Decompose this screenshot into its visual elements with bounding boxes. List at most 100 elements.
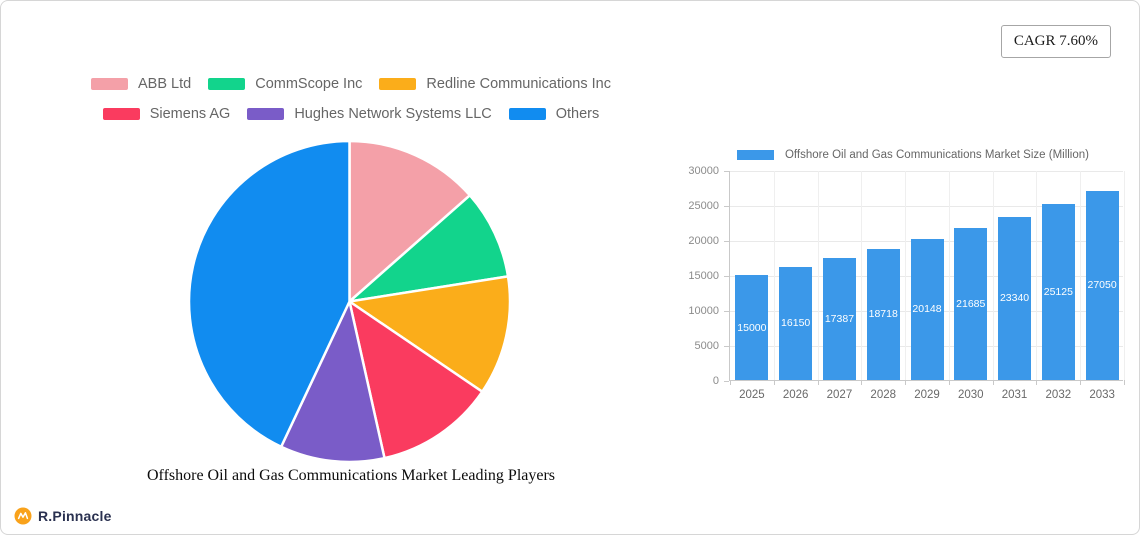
- x-axis-label: 2029: [914, 389, 940, 401]
- gridline: [861, 171, 863, 380]
- legend-label: Siemens AG: [149, 106, 231, 122]
- y-axis-tick: [724, 241, 729, 242]
- legend-item-others[interactable]: Others: [508, 106, 600, 122]
- bar-plot-area: 0 5000 10000 15000 20000 25000 30000 15000 2025 1…: [688, 165, 1125, 401]
- bar-2031[interactable]: 23340: [998, 216, 1032, 380]
- y-axis-label: 30000: [688, 165, 719, 177]
- legend-label: CommScope Inc: [255, 76, 363, 92]
- x-axis-tick: [948, 380, 950, 385]
- y-axis-label: 15000: [688, 270, 719, 282]
- bar-2029[interactable]: 20148: [910, 238, 944, 380]
- x-axis-tick: [905, 380, 907, 385]
- pie-slice-hughes-network-systems-llc[interactable]: [279, 300, 386, 464]
- legend-item-commscope-inc[interactable]: CommScope Inc: [208, 76, 362, 92]
- legend-swatch: [102, 108, 140, 120]
- x-axis-label: 2032: [1045, 389, 1072, 401]
- gridline: [1036, 171, 1038, 380]
- bar-value-label: 18718: [868, 308, 898, 321]
- bar-legend-label: Offshore Oil and Gas Communications Mark…: [784, 149, 1089, 161]
- legend-swatch: [379, 78, 417, 90]
- legend-swatch: [247, 108, 285, 120]
- brand-logo: R.Pinnacle: [14, 507, 112, 525]
- x-axis-tick: [1080, 380, 1082, 385]
- bar-value-label: 27050: [1087, 279, 1117, 292]
- x-axis-tick: [1124, 380, 1125, 385]
- bar-value-label: 15000: [737, 321, 767, 334]
- y-axis-label: 10000: [688, 305, 719, 317]
- pie-chart-title: Offshore Oil and Gas Communications Mark…: [146, 467, 556, 484]
- legend-label: Hughes Network Systems LLC: [294, 106, 492, 122]
- x-axis-label: 2025: [739, 389, 765, 401]
- x-axis-tick: [992, 380, 994, 385]
- x-axis-tick: [730, 380, 731, 385]
- bar-2025[interactable]: 15000: [735, 275, 769, 380]
- bar-value-label: 23340: [999, 292, 1030, 305]
- y-axis-label: 5000: [694, 340, 719, 352]
- x-axis-tick: [861, 380, 863, 385]
- legend-item-abb-ltd[interactable]: ABB Ltd: [91, 76, 191, 92]
- cagr-badge: CAGR 7.60%: [1000, 25, 1111, 58]
- bar-2033[interactable]: 27050: [1085, 190, 1119, 380]
- bar-2030[interactable]: 21685: [954, 228, 988, 380]
- x-axis-tick: [817, 380, 819, 385]
- y-axis-label: 20000: [688, 235, 719, 247]
- bar-value-label: 25125: [1043, 286, 1073, 299]
- y-axis-tick: [724, 381, 729, 382]
- gridline: [773, 171, 775, 380]
- gridline: [1080, 171, 1082, 380]
- y-axis-tick: [724, 311, 729, 312]
- legend-swatch: [208, 78, 246, 90]
- pie-slice-others[interactable]: [187, 139, 351, 448]
- gridline: [1124, 171, 1125, 380]
- bar-value-label: 21685: [956, 298, 986, 311]
- x-axis-label: 2033: [1089, 389, 1115, 401]
- legend-item-siemens-ag[interactable]: Siemens AG: [102, 106, 231, 122]
- legend-label: Others: [555, 106, 600, 122]
- gridline: [730, 171, 1123, 172]
- bar-2028[interactable]: 18718: [866, 248, 900, 380]
- pie-legend-row: Siemens AG Hughes Network Systems LLC Othe…: [102, 106, 600, 122]
- bar-legend-item[interactable]: Offshore Oil and Gas Communications Mark…: [696, 149, 1130, 161]
- x-axis-tick: [773, 380, 775, 385]
- y-axis-label: 25000: [688, 200, 719, 212]
- bar-chart: Offshore Oil and Gas Communications Mark…: [688, 145, 1130, 413]
- legend-item-hughes-network-systems-llc[interactable]: Hughes Network Systems LLC: [247, 106, 492, 122]
- x-axis-label: 2028: [870, 389, 897, 401]
- legend-label: ABB Ltd: [138, 76, 192, 92]
- bar-legend-swatch: [736, 150, 774, 160]
- bar-value-label: 17387: [824, 313, 855, 326]
- y-axis-tick: [724, 346, 729, 347]
- y-axis-label: 0: [712, 375, 719, 387]
- pie-chart: [187, 139, 512, 464]
- x-axis-label: 2031: [1001, 389, 1028, 401]
- y-axis-tick: [724, 171, 729, 172]
- gridline: [948, 171, 950, 380]
- bar-2027[interactable]: 17387: [822, 258, 856, 380]
- pie-slice-siemens-ag[interactable]: [348, 300, 484, 460]
- pie-slice-abb-ltd[interactable]: [348, 139, 472, 303]
- x-axis-label: 2026: [782, 389, 809, 401]
- legend-swatch: [508, 108, 546, 120]
- pie-slice-commscope-inc[interactable]: [348, 194, 510, 303]
- pie-legend: ABB Ltd CommScope Inc Redline Communicatio…: [1, 76, 701, 122]
- bar-2026[interactable]: 16150: [779, 266, 813, 380]
- pinnacle-icon: [14, 507, 32, 525]
- legend-item-redline-communications-inc[interactable]: Redline Communications Inc: [379, 76, 611, 92]
- bar-2032[interactable]: 25125: [1041, 204, 1075, 380]
- legend-label: Redline Communications Inc: [426, 76, 611, 92]
- pie-legend-row: ABB Ltd CommScope Inc Redline Communicatio…: [91, 76, 611, 92]
- brand-name: R.Pinnacle: [38, 508, 112, 524]
- pie-slice-redline-communications-inc[interactable]: [348, 275, 512, 393]
- x-axis-label: 2027: [826, 389, 853, 401]
- x-axis-tick: [1036, 380, 1038, 385]
- legend-swatch: [91, 78, 129, 90]
- bar-value-label: 16150: [781, 317, 811, 330]
- y-axis-tick: [724, 276, 729, 277]
- gridline: [992, 171, 994, 380]
- gridline: [905, 171, 907, 380]
- bar-value-label: 20148: [912, 303, 942, 316]
- x-axis-label: 2030: [957, 389, 984, 401]
- gridline: [730, 206, 1123, 207]
- y-axis-tick: [724, 206, 729, 207]
